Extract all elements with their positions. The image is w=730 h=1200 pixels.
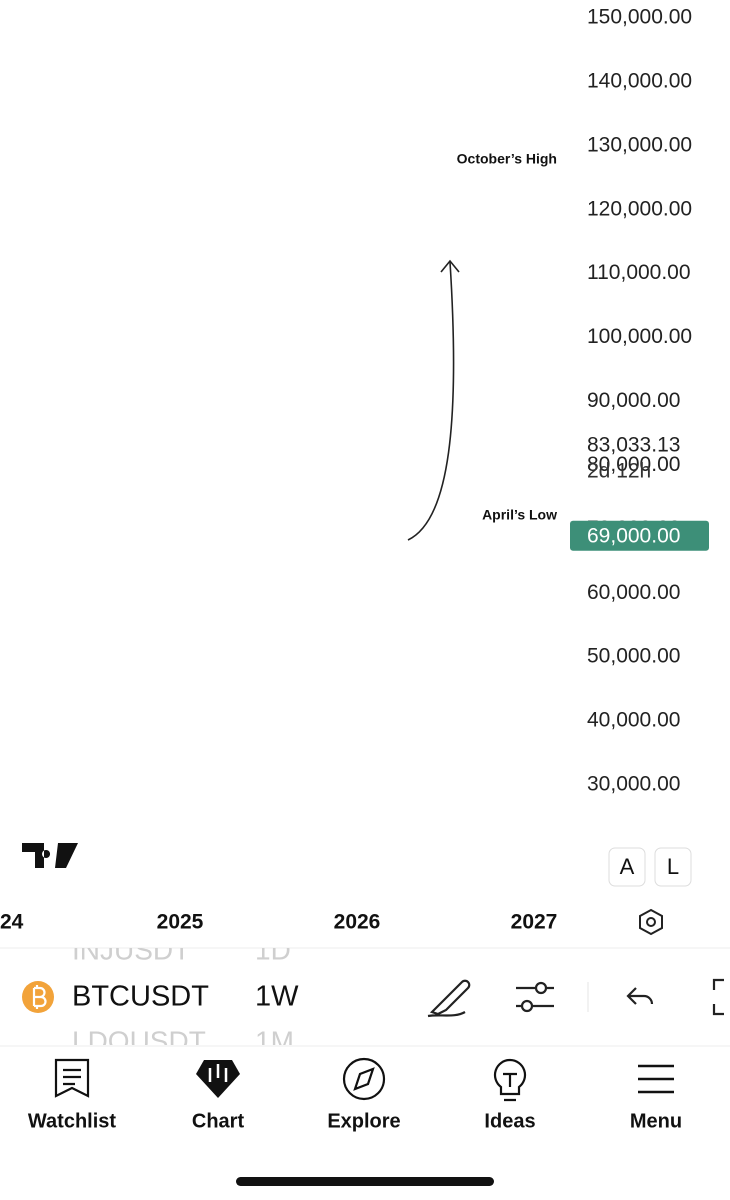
y-tick-label: 100,000.00 [587,325,692,348]
y-tick-label: 150,000.00 [587,6,692,29]
y-tick-label: 140,000.00 [587,69,692,92]
button-label[interactable]: L [667,854,679,879]
nav-bar: Watchlist Chart Explore Ideas Menu [28,1110,682,1132]
nav-label[interactable]: Ideas [484,1110,535,1132]
symbol[interactable]: LDOUSDT [72,1025,206,1056]
home-indicator [236,1177,494,1186]
y-tick-label: 130,000.00 [587,133,692,156]
symbol[interactable]: INJUSDT [72,934,190,965]
button-label[interactable]: A [620,854,635,879]
x-tick-label: 2026 [334,911,381,934]
last-price: 83,033.13 [587,434,680,457]
menu-icon[interactable] [638,1064,674,1094]
toolbar: INJUSDT 1D LDOUSDT 1M [72,934,294,1056]
interval[interactable]: 1M [255,1025,294,1056]
nav-label[interactable]: Chart [192,1110,245,1132]
nav-label[interactable]: Explore [327,1110,400,1132]
y-tick-label: 90,000.00 [587,389,680,412]
scale-button[interactable] [654,847,692,887]
settings-icon [534,981,548,995]
interval[interactable]: 1W [255,981,299,1013]
price-marker [570,520,709,551]
watchlist-icon[interactable] [54,1058,90,1098]
y-tick-label: 30,000.00 [587,773,680,796]
y-tick-label: 120,000.00 [587,197,692,220]
fullscreen-icon[interactable] [712,978,724,1016]
x-tick-label: 2027 [511,911,558,934]
explore-icon [353,1067,375,1091]
chart-icon[interactable] [196,1060,240,1098]
explore-icon[interactable] [342,1057,386,1101]
nav-label[interactable]: Watchlist [28,1110,116,1132]
x-tick-label: 2025 [157,911,204,934]
settings-icon[interactable] [639,908,663,936]
price-marker-label: 69,000.00 [587,524,680,547]
symbol[interactable]: BTCUSDT [72,981,209,1013]
settings-icon [520,999,534,1013]
settings-icon [646,917,656,927]
y-tick-label: 80,000.00 [587,453,680,476]
ideas-icon[interactable] [493,1058,527,1102]
coin-icon [32,985,47,1009]
level-label: April’s Low [482,507,557,523]
y-tick-label: 40,000.00 [587,709,680,732]
price-axis: 30,000.0040,000.0050,000.0060,000.0070,0… [587,6,692,796]
y-tick-label: 60,000.00 [587,581,680,604]
level-label: October’s High [457,151,557,167]
y-tick-label: 50,000.00 [587,645,680,668]
chart-icon [208,1064,228,1082]
countdown: 2d 12h [587,460,651,483]
undo-icon[interactable] [626,987,654,1005]
scale-button[interactable] [608,847,646,887]
interval[interactable]: 1D [255,934,291,965]
arrow [407,261,455,541]
draw-icon[interactable] [427,979,471,1018]
arrow-head [440,259,460,273]
x-tick-label: 24 [0,911,24,934]
nav-label[interactable]: Menu [630,1110,682,1132]
y-tick-label: 110,000.00 [587,261,691,284]
logo [22,843,78,868]
